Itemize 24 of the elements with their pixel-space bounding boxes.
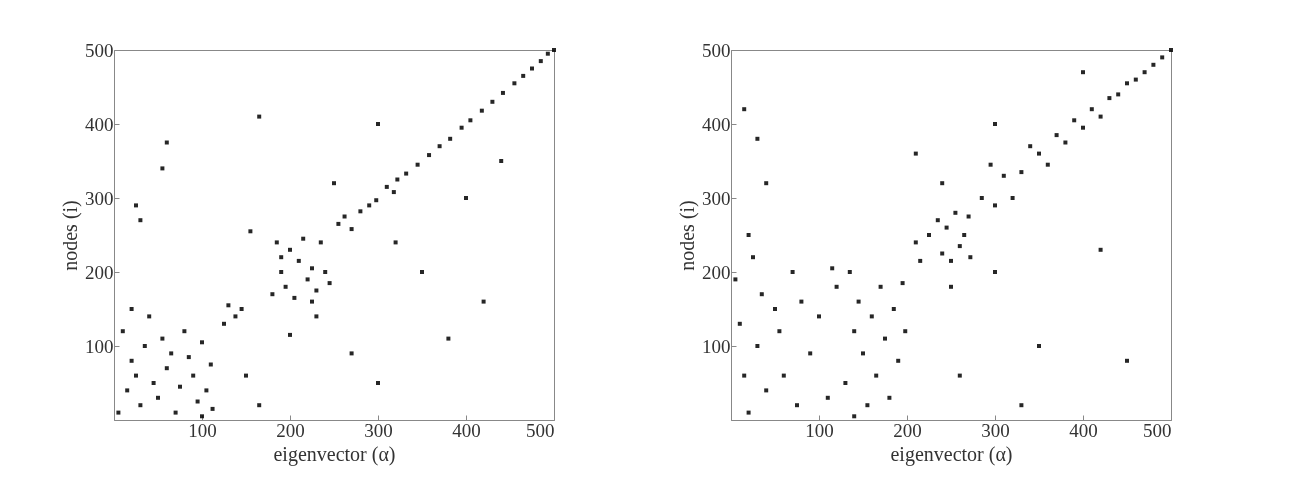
x-tick-label: 500 bbox=[526, 419, 555, 441]
y-axis-title: nodes (i) bbox=[676, 200, 699, 271]
x-axis-title: eigenvector (α) bbox=[890, 442, 1013, 466]
y-tick-label: 200 bbox=[702, 261, 731, 283]
y-tick-label: 500 bbox=[702, 39, 731, 61]
x-tick-label: 300 bbox=[981, 419, 1010, 441]
x-tick-label: 400 bbox=[1069, 419, 1098, 441]
x-axis-title: eigenvector (α) bbox=[273, 442, 396, 466]
x-tick-label: 500 bbox=[1143, 419, 1172, 441]
y-tick-label: 100 bbox=[85, 335, 114, 357]
x-tick-label: 400 bbox=[452, 419, 481, 441]
y-tick-label: 300 bbox=[702, 187, 731, 209]
y-tick-label: 100 bbox=[702, 335, 731, 357]
x-tick-label: 300 bbox=[364, 419, 393, 441]
y-tick-label: 200 bbox=[85, 261, 114, 283]
x-tick-label: 200 bbox=[893, 419, 922, 441]
x-tick-label: 100 bbox=[188, 419, 217, 441]
x-tick-label: 200 bbox=[276, 419, 305, 441]
x-tick-label: 100 bbox=[805, 419, 834, 441]
y-tick-label: 400 bbox=[85, 113, 114, 135]
y-axis-title: nodes (i) bbox=[59, 200, 82, 271]
y-tick-label: 300 bbox=[85, 187, 114, 209]
y-tick-label: 400 bbox=[702, 113, 731, 135]
y-tick-label: 500 bbox=[85, 39, 114, 61]
